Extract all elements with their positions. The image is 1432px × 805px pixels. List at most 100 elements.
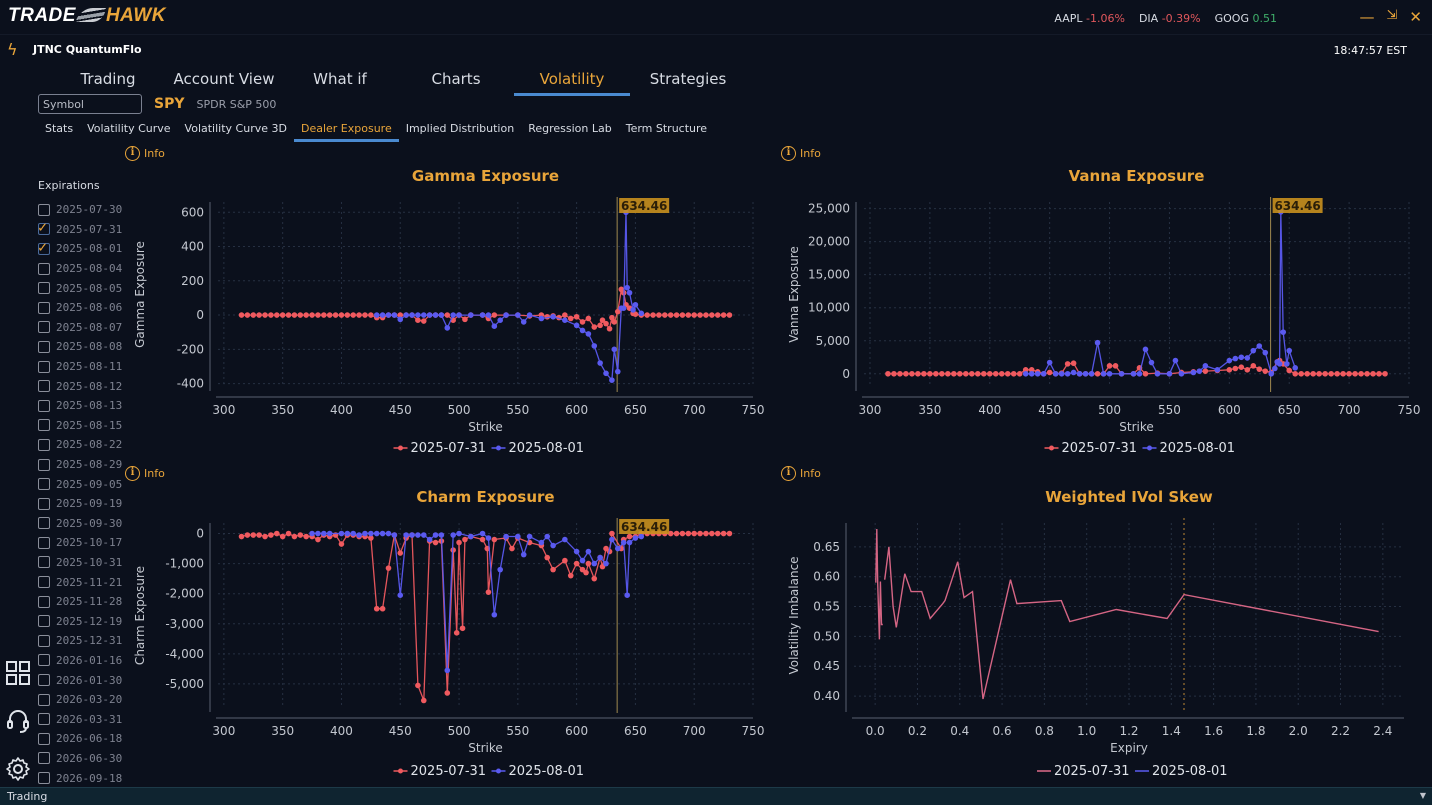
expiration-checkbox[interactable] — [38, 282, 50, 295]
data-point — [385, 530, 392, 537]
expiration-checkbox[interactable] — [38, 438, 50, 451]
expiration-item[interactable]: 2026-06-18 — [38, 729, 124, 749]
expiration-item[interactable]: 2025-09-30 — [38, 514, 124, 534]
data-point — [1016, 370, 1023, 377]
expiration-item[interactable]: 2026-03-31 — [38, 709, 124, 729]
expiration-item[interactable]: 2025-08-22 — [38, 435, 124, 455]
subtab-regression-lab[interactable]: Regression Lab — [528, 122, 612, 135]
ticker-dia[interactable]: DIA -0.39% — [1139, 12, 1201, 25]
expiration-item[interactable]: 2025-08-07 — [38, 318, 124, 338]
caret-down-icon[interactable]: ▼ — [1419, 791, 1426, 800]
expiration-item[interactable]: 2025-08-15 — [38, 416, 124, 436]
y-tick-label: -3,000 — [165, 617, 204, 631]
expiration-item[interactable]: 2025-11-28 — [38, 592, 124, 612]
expiration-item[interactable]: 2025-07-31 — [38, 218, 124, 240]
expiration-checkbox[interactable] — [38, 713, 50, 726]
expiration-item[interactable]: 2025-08-06 — [38, 298, 124, 318]
expiration-checkbox[interactable] — [38, 458, 50, 471]
subtab-implied-distribution[interactable]: Implied Distribution — [405, 122, 515, 135]
expiration-checkbox[interactable] — [38, 536, 50, 549]
expiration-item[interactable]: 2025-10-17 — [38, 533, 124, 553]
tab-volatility[interactable]: Volatility — [514, 67, 630, 96]
expiration-checkbox[interactable] — [38, 693, 50, 706]
expiration-checkbox[interactable] — [38, 301, 50, 314]
expiration-checkbox[interactable] — [38, 203, 50, 216]
expiration-item[interactable]: 2025-10-31 — [38, 553, 124, 573]
subtab-stats[interactable]: Stats — [45, 122, 74, 135]
expiration-checkbox[interactable] — [38, 517, 50, 530]
tab-charts[interactable]: Charts — [431, 70, 481, 88]
expiration-item[interactable]: 2025-08-08 — [38, 337, 124, 357]
data-point — [909, 370, 915, 377]
restore-icon[interactable]: ⇲ — [1386, 8, 1398, 23]
expiration-checkbox[interactable] — [38, 654, 50, 667]
expiration-item[interactable]: 2025-08-01 — [38, 238, 124, 259]
legend-entry: 2025-07-31 — [411, 441, 487, 456]
expiration-item[interactable]: 2025-09-19 — [38, 494, 124, 514]
expiration-item[interactable]: 2025-08-12 — [38, 376, 124, 396]
close-icon[interactable]: ✕ — [1409, 8, 1422, 26]
grid-layout-icon[interactable] — [5, 660, 31, 686]
expiration-date: 2025-07-31 — [56, 222, 123, 236]
expiration-checkbox[interactable] — [38, 772, 50, 785]
charm-info-button[interactable]: i Info — [125, 466, 165, 481]
ticker-aapl[interactable]: AAPL -1.06% — [1054, 12, 1125, 25]
expiration-checkbox[interactable] — [38, 556, 50, 569]
symbol-input[interactable] — [38, 94, 142, 114]
gamma-info-button[interactable]: i Info — [125, 146, 165, 161]
expiration-item[interactable]: 2025-07-30 — [38, 200, 124, 220]
expiration-checkbox[interactable] — [38, 497, 50, 510]
headset-icon[interactable] — [5, 708, 31, 734]
tab-trading[interactable]: Trading — [80, 70, 136, 88]
vanna-info-button[interactable]: i Info — [781, 146, 821, 161]
minimize-icon[interactable]: — — [1359, 8, 1375, 26]
expiration-checkbox[interactable] — [38, 238, 50, 256]
subtab-volatility-curve-3d[interactable]: Volatility Curve 3D — [184, 122, 287, 135]
expiration-checkbox[interactable] — [38, 380, 50, 393]
expiration-item[interactable]: 2026-01-16 — [38, 651, 124, 671]
expiration-item[interactable]: 2026-09-18 — [38, 768, 124, 788]
weighted-ivol-skew-chart[interactable]: Weighted IVol Skew 0.0 0.2 0.4 0.6 0.8 1.0 1.2 1… — [784, 483, 1429, 785]
expiration-checkbox[interactable] — [38, 674, 50, 687]
tab-what-if[interactable]: What if — [313, 70, 367, 88]
expiration-item[interactable]: 2025-08-29 — [38, 455, 124, 475]
expiration-checkbox[interactable] — [38, 634, 50, 647]
subtab-volatility-curve[interactable]: Volatility Curve — [87, 122, 171, 135]
ticker-goog[interactable]: GOOG 0.51 — [1215, 12, 1277, 25]
tab-strategies[interactable]: Strategies — [649, 70, 727, 88]
expiration-checkbox[interactable] — [38, 615, 50, 628]
expiration-checkbox[interactable] — [38, 360, 50, 373]
expiration-checkbox[interactable] — [38, 732, 50, 745]
expiration-checkbox[interactable] — [38, 576, 50, 589]
expiration-checkbox[interactable] — [38, 340, 50, 353]
charm-exposure-chart[interactable]: Charm Exposure 300 350 400 450 500 550 600 650 70… — [128, 483, 773, 785]
data-point — [409, 532, 415, 538]
expiration-item[interactable]: 2025-08-13 — [38, 396, 124, 416]
expiration-item[interactable]: 2026-01-30 — [38, 670, 124, 690]
expiration-checkbox[interactable] — [38, 595, 50, 608]
info-label: Info — [144, 467, 165, 480]
expiration-checkbox[interactable] — [38, 752, 50, 765]
expiration-checkbox[interactable] — [38, 419, 50, 432]
gear-icon[interactable] — [5, 756, 31, 782]
vanna-exposure-chart[interactable]: Vanna Exposure 300 350 400 450 500 550 600 650 70… — [784, 162, 1429, 462]
expiration-checkbox[interactable] — [38, 478, 50, 491]
expiration-checkbox[interactable] — [38, 399, 50, 412]
expiration-item[interactable]: 2025-12-31 — [38, 631, 124, 651]
subtab-term-structure[interactable]: Term Structure — [625, 122, 708, 135]
subtab-dealer-exposure[interactable]: Dealer Exposure — [293, 120, 399, 142]
expiration-item[interactable]: 2026-06-30 — [38, 749, 124, 769]
expiration-item[interactable]: 2025-08-11 — [38, 357, 124, 377]
gamma-exposure-chart[interactable]: Gamma Exposure 300 350 400 450 500 550 600 650 70… — [128, 162, 773, 462]
expiration-item[interactable]: 2026-03-20 — [38, 690, 124, 710]
expiration-checkbox[interactable] — [38, 218, 50, 236]
expiration-checkbox[interactable] — [38, 321, 50, 334]
expiration-item[interactable]: 2025-08-05 — [38, 278, 124, 298]
expiration-item[interactable]: 2025-12-19 — [38, 611, 124, 631]
skew-info-button[interactable]: i Info — [781, 466, 821, 481]
expiration-item[interactable]: 2025-11-21 — [38, 572, 124, 592]
expiration-item[interactable]: 2025-09-05 — [38, 474, 124, 494]
expiration-checkbox[interactable] — [38, 262, 50, 275]
expiration-item[interactable]: 2025-08-04 — [38, 259, 124, 279]
tab-account-view[interactable]: Account View — [173, 70, 275, 88]
